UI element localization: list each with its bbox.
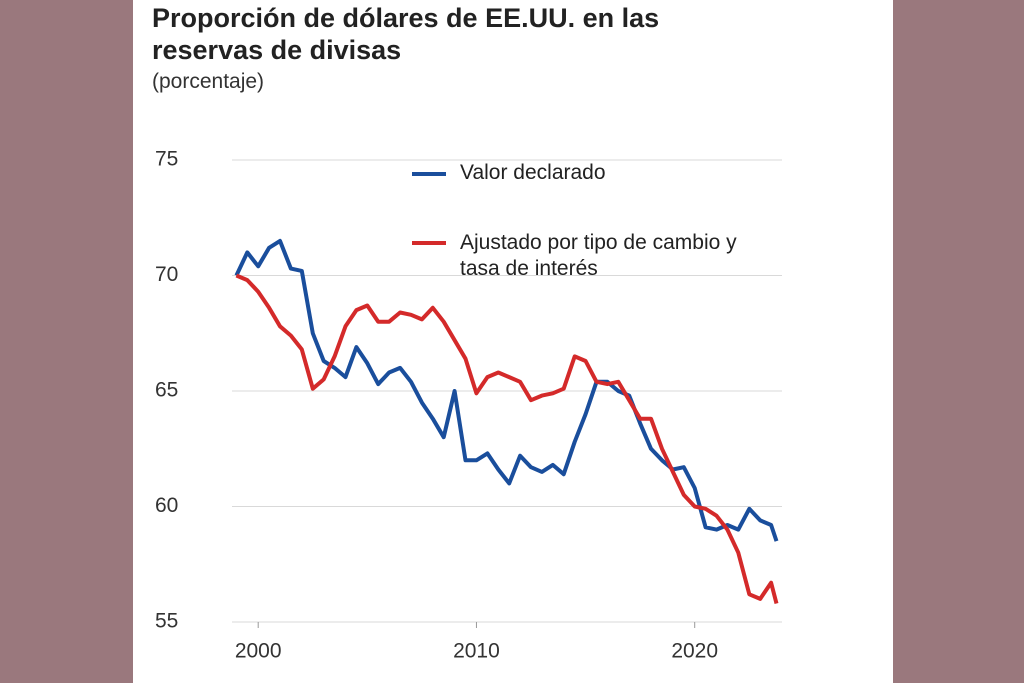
y-tick-label: 60 — [155, 494, 178, 517]
y-tick-label: 75 — [155, 148, 178, 171]
chart-title: Proporción de dólares de EE.UU. en las r… — [152, 3, 660, 65]
y-tick-label: 55 — [155, 610, 178, 633]
x-tick-label: 2010 — [453, 640, 500, 663]
legend-label: Valor declarado — [460, 161, 606, 184]
series-line — [235, 273, 779, 605]
panel — [133, 0, 893, 683]
chart-subtitle: (porcentaje) — [152, 70, 265, 93]
x-tick-label: 2020 — [671, 640, 718, 663]
y-tick-label: 65 — [155, 379, 178, 402]
x-tick-label: 2000 — [235, 640, 282, 663]
legend-label: Ajustado por tipo de cambio y tasa de in… — [460, 231, 737, 280]
series-line — [234, 238, 779, 542]
y-tick-label: 70 — [155, 263, 178, 286]
